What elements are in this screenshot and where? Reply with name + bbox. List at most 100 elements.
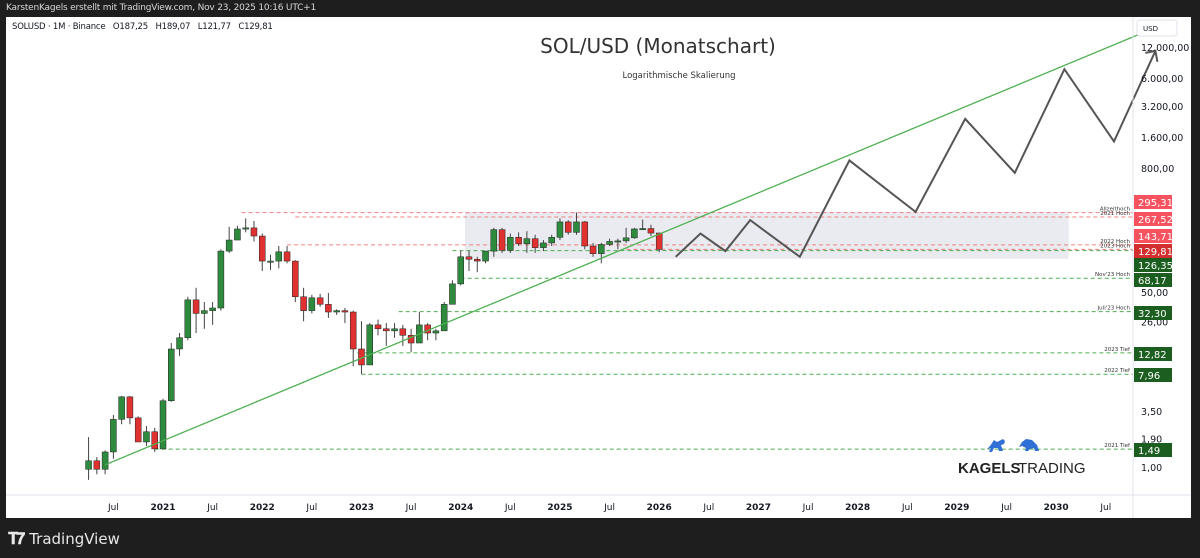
attribution-bar: KarstenKagels erstellt mit TradingView.c… (0, 0, 1200, 16)
candle-up (366, 324, 373, 366)
kagels-trading-watermark: KAGELS TRADING (958, 439, 1086, 477)
y-tick-label: 800,00 (1141, 164, 1174, 175)
candle-up (85, 460, 92, 470)
price-label-value: 7,96 (1138, 371, 1160, 382)
candle-up (209, 307, 216, 311)
x-tick-label: Jul (405, 503, 417, 513)
candle-up (143, 431, 150, 443)
watermark-bold-text: KAGELS (958, 460, 1021, 477)
x-tick-label: Jul (504, 503, 516, 513)
consolidation-zone (464, 211, 1069, 259)
candle-down (341, 310, 349, 313)
y-tick-label: 6.000,00 (1141, 74, 1183, 85)
x-tick-label: 2023 (349, 503, 374, 513)
candle-up (432, 330, 440, 334)
candle-down (134, 417, 142, 443)
candle-down (300, 296, 307, 311)
candle-up (168, 348, 175, 401)
candle-up (201, 310, 208, 314)
x-tick-label: Jul (702, 503, 714, 513)
candle-up (159, 400, 167, 450)
level-label: 2022 Hoch (1100, 239, 1130, 245)
y-tick-label: 1,90 (1141, 434, 1162, 445)
price-label-value: 12,82 (1138, 350, 1167, 361)
candle-down (531, 238, 539, 248)
level-label: 2023 Tief (1104, 347, 1131, 353)
price-label-box (1134, 244, 1172, 258)
x-tick-label: 2025 (547, 503, 572, 513)
candle-up (217, 250, 225, 309)
trendline[interactable] (104, 23, 1164, 466)
tradingview-logo-icon: 𝐓𝟕 (8, 529, 25, 548)
candle-down (383, 328, 390, 332)
x-tick-label: 2030 (1044, 503, 1069, 513)
x-tick-label: Jul (305, 503, 317, 513)
candle-up (234, 228, 241, 241)
level-label: 2022 Tief (1104, 368, 1131, 374)
bull-and-bear-icon (987, 439, 1039, 452)
trendline-line[interactable] (104, 23, 1164, 466)
price-label-box (1134, 347, 1172, 361)
candle-down (655, 232, 663, 250)
projection-path[interactable] (675, 49, 1159, 259)
candle-down (564, 221, 572, 233)
level-label: Allzeithoch (1100, 207, 1131, 213)
footer-brand: TradingView (29, 530, 120, 548)
price-labels: 295,31 267,52 143,71 129,81 126,35 68,17 32,30… (1134, 195, 1173, 457)
chart-panel[interactable] (6, 17, 1191, 518)
chart-title: SOL/USD (Monatschart) (540, 34, 776, 58)
price-label-box (1134, 306, 1172, 320)
x-tick-label: 2029 (944, 503, 969, 513)
candle-up (184, 299, 192, 338)
projection-zigzag[interactable] (675, 50, 1157, 259)
x-tick-label: 2028 (845, 503, 870, 513)
time-axis[interactable]: Jul 2021 Jul 2022 Jul 2023 Jul 2024 Jul 2025 Jul 20… (107, 503, 1111, 513)
candle-down (126, 396, 134, 419)
candle-down (151, 431, 158, 450)
y-tick-label: 1,00 (1141, 463, 1162, 474)
candle-up (110, 419, 117, 453)
x-tick-label: Jul (107, 503, 119, 513)
ohlc-high: H189,07 (155, 22, 191, 32)
candle-up (242, 227, 249, 230)
ohlc-low: L121,77 (197, 22, 231, 32)
candle-down (474, 259, 481, 262)
candle-up (391, 328, 398, 332)
tradingview-footer[interactable]: 𝐓𝟕 TradingView (8, 527, 120, 551)
price-label-box (1134, 443, 1172, 457)
symbol-legend: SOLUSD · 1M · Binance O187,25 H189,07 L1… (12, 22, 278, 32)
price-label-box (1134, 212, 1172, 226)
candle-up (457, 256, 464, 285)
symbol-name[interactable]: SOLUSD · 1M · Binance (12, 22, 106, 32)
x-tick-label: Jul (802, 503, 814, 513)
price-label-value: 68,17 (1138, 276, 1167, 287)
candle-down (515, 237, 522, 245)
candle-up (118, 396, 125, 420)
ohlc-close: C129,81 (238, 22, 273, 32)
candle-down (374, 324, 382, 330)
price-label-box (1134, 258, 1172, 272)
price-axis[interactable]: USD 12.000,00 6.000,00 3.200,00 1.600,00 800,… (1136, 19, 1189, 474)
x-tick-label: Jul (206, 503, 218, 513)
level-label: Nov'23 Hoch (1095, 272, 1131, 278)
candle-down (349, 311, 357, 350)
y-tick-label: 1.600,00 (1141, 133, 1183, 144)
x-tick-label: Jul (901, 503, 913, 513)
watermark-light-text: TRADING (1018, 460, 1086, 477)
candle-up (614, 240, 622, 243)
level-label: 2021 Tief (1104, 443, 1131, 449)
candle-down (258, 235, 266, 262)
price-label-value: 129,81 (1138, 247, 1173, 258)
price-label-value: 295,31 (1138, 198, 1173, 209)
candle-up (225, 239, 233, 252)
candle-down (93, 460, 101, 470)
candle-down (465, 256, 473, 260)
currency-label-box[interactable] (1136, 19, 1178, 37)
ohlc-open: O187,25 (112, 22, 148, 32)
candle-down (250, 227, 258, 237)
consolidation-zone-rect[interactable] (464, 211, 1069, 259)
y-tick-label: 3.200,00 (1141, 102, 1183, 113)
candle-down (292, 260, 299, 298)
